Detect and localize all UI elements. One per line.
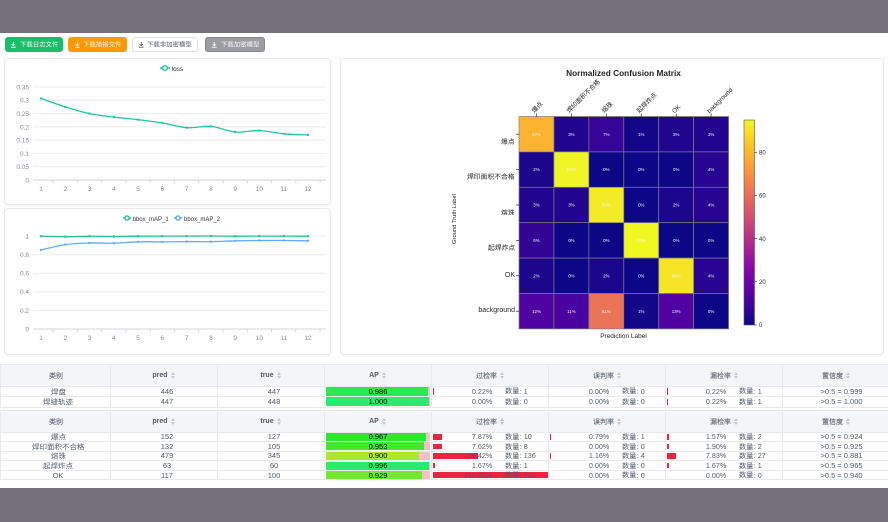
svg-text:3%: 3% [533,203,539,208]
svg-text:0: 0 [25,178,29,185]
svg-text:4%: 4% [708,167,714,172]
svg-text:12: 12 [304,186,312,193]
svg-text:0%: 0% [603,238,609,243]
svg-text:7%: 7% [603,132,609,137]
svg-text:0.35: 0.35 [16,84,29,91]
svg-text:11: 11 [280,186,287,193]
svg-text:0.2: 0.2 [20,308,29,315]
svg-text:10: 10 [256,186,264,193]
svg-text:0.1: 0.1 [20,151,29,158]
svg-text:9: 9 [233,186,237,193]
svg-text:0.15: 0.15 [16,138,29,145]
svg-text:8: 8 [209,186,213,193]
svg-text:12: 12 [304,335,312,342]
svg-text:20: 20 [759,280,766,286]
svg-text:1%: 1% [638,132,644,137]
svg-text:4: 4 [112,186,116,193]
svg-text:0.8: 0.8 [20,252,29,259]
svg-text:90%: 90% [602,203,611,208]
svg-text:0: 0 [25,326,29,333]
svg-text:0%: 0% [673,238,679,243]
svg-text:8: 8 [209,335,213,342]
svg-text:6%: 6% [533,238,539,243]
svg-text:11%: 11% [567,309,576,314]
svg-text:0.05: 0.05 [16,164,29,171]
svg-text:0%: 0% [708,309,714,314]
svg-text:0%: 0% [568,273,574,278]
svg-text:40: 40 [759,237,766,243]
svg-text:3: 3 [88,186,92,193]
svg-text:11: 11 [280,335,287,342]
svg-text:61%: 61% [602,309,611,314]
svg-text:3%: 3% [708,132,714,137]
svg-text:6: 6 [160,335,164,342]
svg-text:92%: 92% [567,167,576,172]
svg-text:3: 3 [88,335,92,342]
svg-text:60: 60 [759,194,766,200]
svg-text:5: 5 [136,186,140,193]
svg-text:9: 9 [233,335,237,342]
svg-text:12%: 12% [532,309,541,314]
svg-text:1: 1 [39,186,43,193]
svg-text:1: 1 [39,335,43,342]
svg-text:2%: 2% [533,167,539,172]
svg-text:0%: 0% [568,238,574,243]
svg-text:0%: 0% [708,238,714,243]
svg-text:0.3: 0.3 [20,98,29,105]
svg-text:0: 0 [759,323,763,329]
svg-text:7: 7 [185,335,189,342]
svg-text:0.4: 0.4 [20,289,29,296]
svg-text:4%: 4% [708,273,714,278]
svg-text:3%: 3% [673,132,679,137]
svg-text:3%: 3% [568,132,574,137]
svg-text:0%: 0% [638,203,644,208]
svg-text:3%: 3% [568,203,574,208]
svg-text:2%: 2% [603,273,609,278]
svg-text:89%: 89% [672,273,681,278]
svg-text:1: 1 [25,233,29,240]
svg-text:13%: 13% [672,309,681,314]
svg-text:0%: 0% [638,167,644,172]
svg-text:2%: 2% [533,273,539,278]
svg-text:5: 5 [136,335,140,342]
svg-text:2: 2 [63,186,67,193]
svg-text:0.25: 0.25 [16,111,29,118]
svg-text:2: 2 [63,335,67,342]
svg-text:1%: 1% [638,309,644,314]
svg-text:93%: 93% [637,238,646,243]
svg-text:0%: 0% [603,167,609,172]
svg-text:0%: 0% [638,273,644,278]
svg-text:4: 4 [112,335,116,342]
svg-text:6: 6 [160,186,164,193]
svg-text:80: 80 [759,151,766,157]
svg-text:10: 10 [256,335,264,342]
svg-text:0.2: 0.2 [20,124,29,131]
svg-text:82%: 82% [532,132,541,137]
svg-text:0.6: 0.6 [20,271,29,278]
svg-text:2%: 2% [673,203,679,208]
svg-text:0%: 0% [673,167,679,172]
svg-text:4%: 4% [708,203,714,208]
svg-text:7: 7 [185,186,189,193]
